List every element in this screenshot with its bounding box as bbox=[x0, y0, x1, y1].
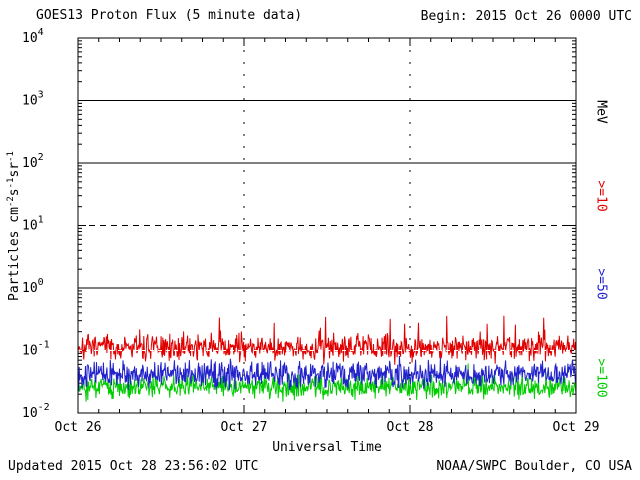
x-tick-label-oct-26: Oct 26 bbox=[55, 420, 102, 435]
x-tick-label-oct-27: Oct 27 bbox=[221, 420, 268, 435]
series-10-mev bbox=[77, 315, 577, 365]
plot-border bbox=[77, 37, 577, 414]
x-tick-label-oct-29: Oct 29 bbox=[553, 420, 600, 435]
right-axis-label-10: >=10 bbox=[593, 180, 609, 212]
y-tick-label-1e2: 102 bbox=[22, 152, 44, 171]
right-axis-label-mev: MeV bbox=[593, 100, 609, 124]
series-50-mev bbox=[77, 355, 577, 392]
y-tick-label-1e4: 104 bbox=[22, 27, 44, 46]
credit-label: NOAA/SWPC Boulder, CO USA bbox=[436, 459, 632, 474]
series-100-mev bbox=[77, 363, 577, 402]
x-tick-label-oct-28: Oct 28 bbox=[387, 420, 434, 435]
y-tick-label-1e0: 100 bbox=[22, 277, 44, 296]
y-tick-label-1e-2: 10-2 bbox=[22, 402, 50, 421]
y-tick-label-1e3: 103 bbox=[22, 90, 44, 109]
y-tick-label-1e1: 101 bbox=[22, 215, 44, 234]
right-axis-label-50: >=50 bbox=[593, 268, 609, 300]
x-axis-label: Universal Time bbox=[272, 440, 382, 455]
y-tick-label-1e-1: 10-1 bbox=[22, 340, 50, 359]
begin-timestamp: Begin: 2015 Oct 26 0000 UTC bbox=[420, 9, 632, 24]
y-axis-label: Particles cm-2s-1sr-1 bbox=[5, 151, 23, 301]
right-axis-label-100: >=100 bbox=[593, 358, 609, 398]
chart-title: GOES13 Proton Flux (5 minute data) bbox=[36, 8, 303, 23]
updated-timestamp: Updated 2015 Oct 28 23:56:02 UTC bbox=[8, 459, 259, 474]
